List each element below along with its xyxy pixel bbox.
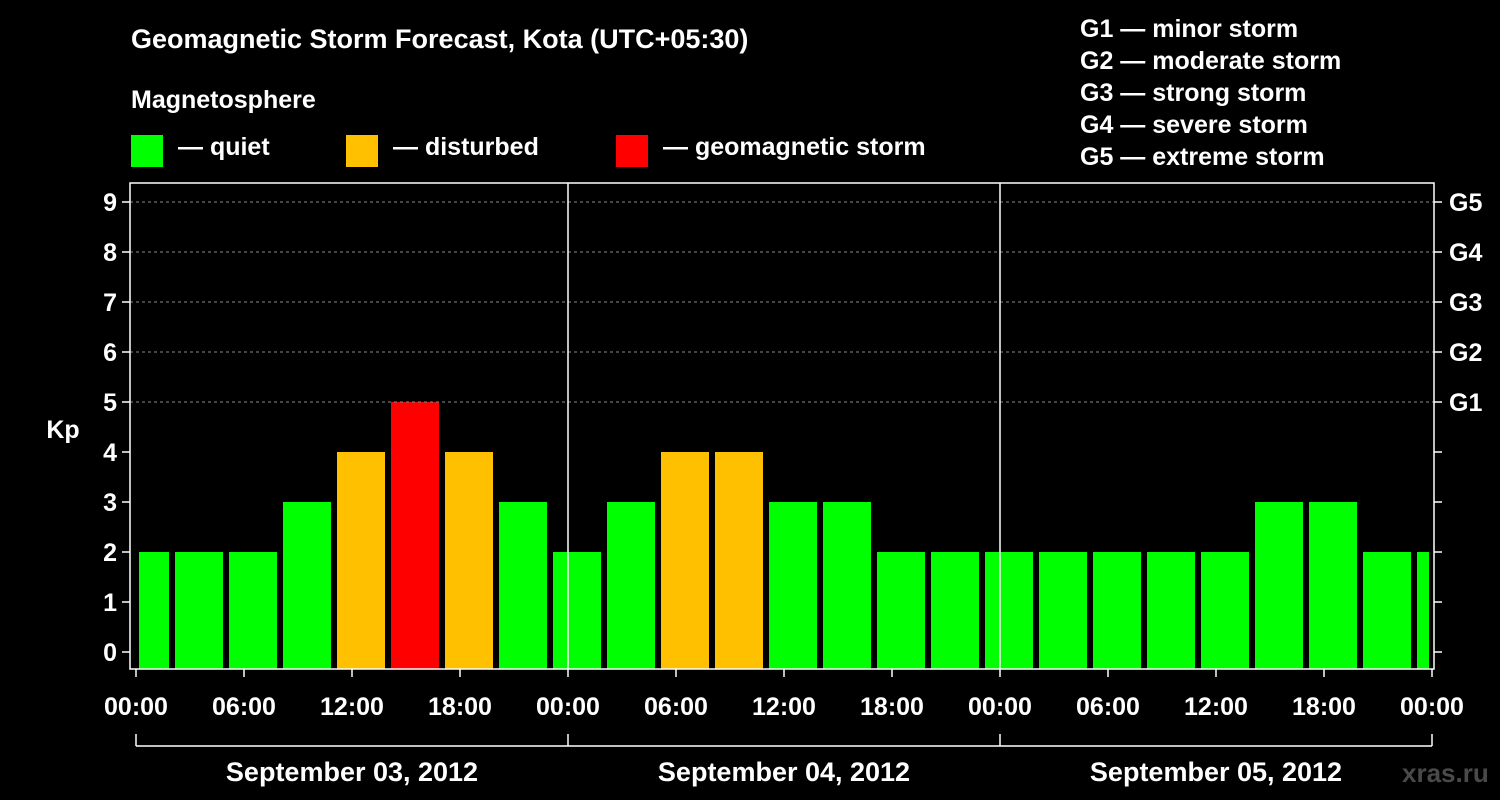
kp-bar bbox=[985, 552, 1033, 669]
x-tick-label: 06:00 bbox=[1076, 693, 1140, 721]
storm-scale-g5: G5 — extreme storm bbox=[1080, 143, 1325, 171]
plot-frame bbox=[129, 182, 1435, 670]
kp-bar bbox=[1417, 552, 1429, 669]
day-label: September 05, 2012 bbox=[1090, 757, 1342, 787]
x-tick-label: 06:00 bbox=[644, 693, 708, 721]
kp-bar bbox=[337, 452, 385, 669]
x-tick-label: 18:00 bbox=[860, 693, 924, 721]
kp-bar bbox=[877, 552, 925, 669]
storm-level-label: G5 bbox=[1449, 189, 1482, 217]
kp-bar bbox=[931, 552, 979, 669]
legend-swatch-storm bbox=[616, 135, 648, 167]
kp-bar bbox=[391, 402, 439, 669]
y-axis-label: Kp bbox=[46, 416, 79, 444]
legend-swatch-quiet bbox=[131, 135, 163, 167]
x-tick-label: 12:00 bbox=[1184, 693, 1248, 721]
y-tick-label: 4 bbox=[103, 439, 117, 467]
watermark: xras.ru bbox=[1402, 758, 1489, 788]
kp-bar bbox=[607, 502, 655, 669]
x-tick-label: 00:00 bbox=[104, 693, 168, 721]
x-tick-label: 12:00 bbox=[320, 693, 384, 721]
kp-bar bbox=[1255, 502, 1303, 669]
kp-bar bbox=[1201, 552, 1249, 669]
x-tick-label: 12:00 bbox=[752, 693, 816, 721]
kp-bar bbox=[661, 452, 709, 669]
storm-level-label: G3 bbox=[1449, 289, 1482, 317]
x-tick-label: 00:00 bbox=[1400, 693, 1464, 721]
kp-bar bbox=[175, 552, 223, 669]
kp-bar bbox=[769, 502, 817, 669]
kp-bar bbox=[553, 552, 601, 669]
legend-swatch-disturbed bbox=[346, 135, 378, 167]
storm-scale-g1: G1 — minor storm bbox=[1080, 15, 1299, 43]
chart-title: Geomagnetic Storm Forecast, Kota (UTC+05… bbox=[131, 24, 749, 54]
storm-scale-g4: G4 — severe storm bbox=[1080, 111, 1308, 139]
x-tick-label: 18:00 bbox=[428, 693, 492, 721]
kp-bar bbox=[139, 552, 169, 669]
legend-label-disturbed: — disturbed bbox=[393, 133, 539, 161]
kp-bar bbox=[1309, 502, 1357, 669]
kp-bar bbox=[823, 502, 871, 669]
legend-heading: Magnetosphere bbox=[131, 86, 316, 114]
legend-label-quiet: — quiet bbox=[178, 133, 270, 161]
legend-label-storm: — geomagnetic storm bbox=[663, 133, 926, 161]
kp-bar bbox=[1093, 552, 1141, 669]
y-tick-label: 0 bbox=[103, 639, 117, 667]
kp-bar bbox=[283, 502, 331, 669]
y-tick-label: 6 bbox=[103, 339, 117, 367]
y-tick-label: 8 bbox=[103, 239, 117, 267]
storm-level-label: G1 bbox=[1449, 389, 1482, 417]
storm-scale-g3: G3 — strong storm bbox=[1080, 79, 1307, 107]
x-tick-label: 00:00 bbox=[968, 693, 1032, 721]
y-tick-label: 3 bbox=[103, 489, 117, 517]
y-tick-label: 5 bbox=[103, 389, 117, 417]
kp-bar bbox=[1363, 552, 1411, 669]
day-label: September 04, 2012 bbox=[658, 757, 910, 787]
kp-bar bbox=[499, 502, 547, 669]
kp-bar bbox=[715, 452, 763, 669]
kp-bar bbox=[1039, 552, 1087, 669]
y-tick-label: 1 bbox=[103, 589, 117, 617]
y-tick-label: 9 bbox=[103, 189, 117, 217]
y-tick-label: 2 bbox=[103, 539, 117, 567]
storm-level-label: G4 bbox=[1449, 239, 1482, 267]
day-label: September 03, 2012 bbox=[226, 757, 478, 787]
storm-scale-g2: G2 — moderate storm bbox=[1080, 47, 1342, 75]
x-tick-label: 00:00 bbox=[536, 693, 600, 721]
y-tick-label: 7 bbox=[103, 289, 117, 317]
storm-level-label: G2 bbox=[1449, 339, 1482, 367]
x-tick-label: 06:00 bbox=[212, 693, 276, 721]
kp-bar bbox=[445, 452, 493, 669]
kp-bar bbox=[229, 552, 277, 669]
x-tick-label: 18:00 bbox=[1292, 693, 1356, 721]
kp-bar bbox=[1147, 552, 1195, 669]
